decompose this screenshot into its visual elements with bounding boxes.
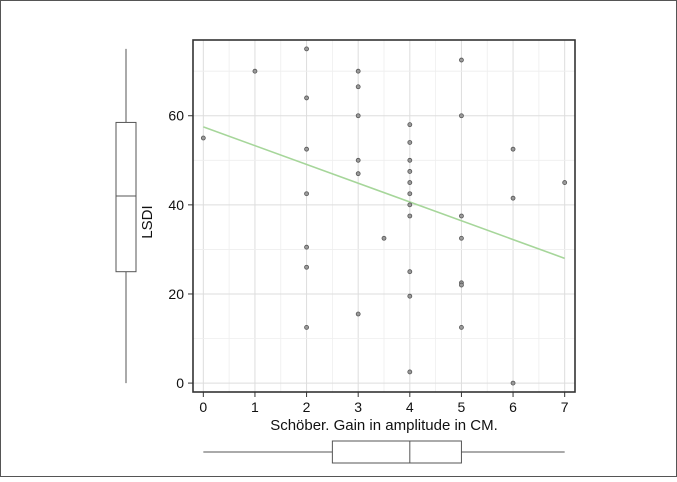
x-tick-label: 4 [406, 399, 414, 415]
y-tick-label: 60 [168, 108, 184, 124]
data-point [407, 369, 413, 375]
data-point [407, 191, 413, 197]
data-point [407, 202, 413, 208]
data-point [355, 84, 361, 90]
data-point [459, 282, 464, 288]
x-tick-label: 7 [561, 399, 569, 415]
data-point [381, 235, 387, 241]
x-tick-label: 5 [458, 399, 466, 415]
data-point [407, 157, 413, 163]
data-point [304, 264, 309, 270]
x-boxplot-box [331, 440, 462, 464]
data-point [200, 135, 206, 141]
data-point [355, 157, 361, 163]
data-point [304, 244, 309, 250]
data-point [355, 311, 361, 317]
x-marginal-boxplot [203, 440, 565, 464]
data-point [304, 324, 309, 330]
data-point [252, 68, 258, 74]
x-axis-label: Schöber. Gain in amplitude in CM. [270, 417, 498, 434]
data-point [510, 380, 516, 386]
y-tick-label: 40 [168, 197, 184, 213]
data-point [407, 169, 413, 174]
y-boxplot-box [115, 121, 137, 273]
data-point [407, 293, 413, 299]
data-point [407, 140, 413, 145]
grid-lines [193, 40, 575, 392]
data-point [407, 269, 413, 275]
data-point [355, 113, 361, 119]
y-tick-label: 20 [168, 286, 184, 302]
y-marginal-boxplot [115, 48, 137, 384]
data-point [407, 213, 413, 219]
data-point [510, 146, 516, 152]
data-point [459, 324, 464, 330]
data-point [562, 180, 568, 185]
x-tick-label: 6 [509, 399, 517, 415]
data-point [459, 113, 464, 119]
data-point [407, 122, 413, 128]
x-tick-label: 2 [303, 399, 311, 415]
data-point [459, 235, 464, 241]
y-axis-label: LSDI [139, 205, 156, 238]
data-point [459, 57, 464, 63]
data-point [407, 180, 413, 185]
axis-ticks: 0 1 2 3 4 5 6 7 0 20 40 60 [168, 108, 568, 415]
data-point [510, 195, 516, 201]
data-point [459, 213, 464, 219]
data-point [355, 68, 361, 74]
data-point [304, 95, 309, 101]
x-tick-label: 1 [251, 399, 259, 415]
data-point [304, 191, 309, 197]
fit-line-layer [203, 126, 565, 260]
x-tick-label: 3 [354, 399, 362, 415]
data-point [355, 171, 361, 177]
x-tick-label: 0 [199, 399, 207, 415]
regression-fit-line [203, 126, 565, 260]
data-point [304, 146, 309, 152]
data-point [304, 46, 309, 52]
y-tick-label: 0 [176, 375, 184, 391]
plot-frame [192, 39, 576, 393]
data-points [200, 46, 568, 386]
